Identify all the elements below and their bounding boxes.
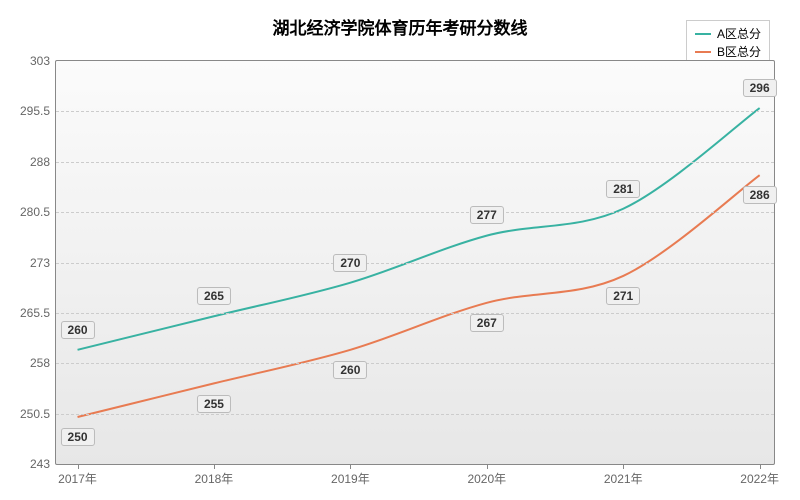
grid-line — [56, 363, 774, 364]
chart-title: 湖北经济学院体育历年考研分数线 — [0, 14, 800, 39]
data-label: 271 — [606, 287, 640, 305]
legend-swatch-a — [695, 33, 711, 35]
data-label: 255 — [197, 395, 231, 413]
x-tick-mark — [78, 464, 79, 469]
grid-line — [56, 111, 774, 112]
legend-label-a: A区总分 — [717, 25, 761, 43]
x-tick-label: 2022年 — [740, 470, 779, 487]
data-label: 296 — [743, 79, 777, 97]
y-tick-label: 288 — [30, 155, 50, 169]
data-label: 286 — [743, 186, 777, 204]
x-tick-mark — [350, 464, 351, 469]
y-tick-label: 303 — [30, 54, 50, 68]
legend-label-b: B区总分 — [717, 43, 761, 61]
x-tick-mark — [623, 464, 624, 469]
data-label: 260 — [61, 321, 95, 339]
legend-item-b: B区总分 — [695, 43, 761, 61]
y-tick-label: 258 — [30, 356, 50, 370]
data-label: 267 — [470, 314, 504, 332]
data-label: 277 — [470, 206, 504, 224]
x-tick-label: 2019年 — [331, 470, 370, 487]
grid-line — [56, 263, 774, 264]
grid-line — [56, 414, 774, 415]
plot-area: 243250.5258265.5273280.5288295.53032017年… — [55, 60, 775, 465]
grid-line — [56, 212, 774, 213]
grid-line — [56, 313, 774, 314]
grid-line — [56, 162, 774, 163]
y-tick-label: 280.5 — [20, 205, 50, 219]
x-tick-label: 2021年 — [604, 470, 643, 487]
y-tick-label: 295.5 — [20, 104, 50, 118]
data-label: 281 — [606, 180, 640, 198]
x-tick-mark — [487, 464, 488, 469]
y-tick-label: 250.5 — [20, 407, 50, 421]
data-label: 250 — [61, 428, 95, 446]
data-label: 270 — [333, 254, 367, 272]
legend-item-a: A区总分 — [695, 25, 761, 43]
y-tick-label: 243 — [30, 457, 50, 471]
y-tick-label: 273 — [30, 256, 50, 270]
x-tick-label: 2017年 — [58, 470, 97, 487]
y-tick-label: 265.5 — [20, 306, 50, 320]
chart-container: 湖北经济学院体育历年考研分数线 A区总分 B区总分 243250.5258265… — [0, 0, 800, 500]
x-tick-label: 2018年 — [195, 470, 234, 487]
x-tick-mark — [760, 464, 761, 469]
legend-swatch-b — [695, 51, 711, 53]
data-label: 265 — [197, 287, 231, 305]
data-label: 260 — [333, 361, 367, 379]
x-tick-label: 2020年 — [467, 470, 506, 487]
x-tick-mark — [214, 464, 215, 469]
